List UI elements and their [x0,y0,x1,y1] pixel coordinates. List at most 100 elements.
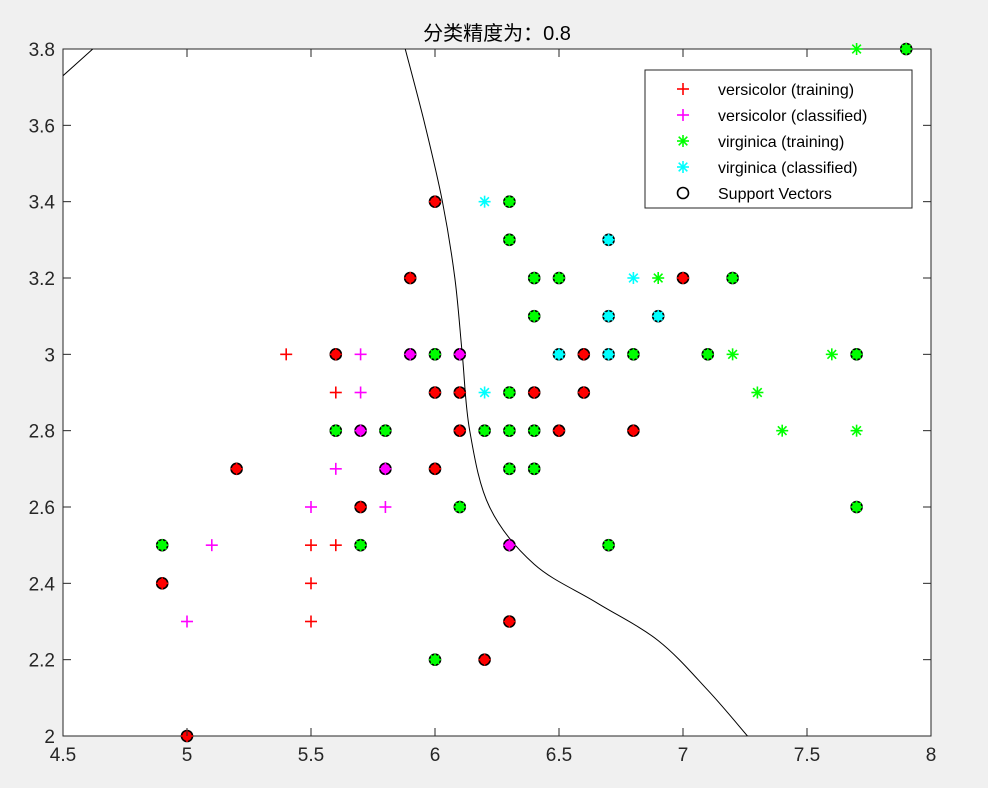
virginica-classified-point [478,195,491,208]
virginica-classified-point [602,233,615,246]
virginica-training-point [453,501,466,513]
marker-layer [155,42,913,743]
versicolor-training-point [329,348,342,361]
versicolor-training-point [503,615,516,628]
versicolor-training-point [677,272,689,284]
legend-entry: Support Vectors [676,186,832,203]
virginica-training-point [701,348,714,361]
versicolor-classified-point [354,424,367,437]
versicolor-training-point [528,386,541,399]
versicolor-training-point [305,539,317,552]
y-tick-label: 2.2 [29,651,55,672]
versicolor-classified-point [205,539,218,552]
x-tick-label: 8 [926,745,937,766]
versicolor-training-point [627,424,640,437]
versicolor-training-point [329,539,342,552]
legend-label: virginica (training) [718,134,844,151]
virginica-training-point [156,539,169,552]
versicolor-training-point [230,462,243,475]
virginica-training-point [503,386,516,399]
legend-marker [676,186,690,200]
versicolor-training-point [305,577,317,590]
virginica-classified-point [553,348,565,361]
versicolor-training-point [453,424,466,437]
virginica-training-point [429,653,441,666]
legend-label: virginica (classified) [718,160,858,177]
decision-boundary-curve [63,49,94,77]
x-tick-label: 6 [430,745,441,766]
versicolor-training-point [577,348,590,361]
legend-marker [677,83,689,95]
chart-title: 分类精度为：0.8 [423,22,571,45]
y-tick-label: 3.4 [29,193,56,214]
virginica-classified-point [602,348,615,361]
legend-box [644,69,913,209]
virginica-training-point [850,501,863,513]
versicolor-training-point [429,195,441,208]
versicolor-training-point [280,348,293,361]
virginica-training-point [825,348,838,361]
y-axis: 2 2.2 2.4 2.6 2.8 3 3.2 3.4 3.6 3.8 [29,40,931,748]
versicolor-training-point [404,272,417,284]
versicolor-classified-point [404,348,417,361]
y-tick-label: 2 [44,727,55,748]
legend-label: versicolor (training) [718,82,854,99]
virginica-training-point [503,424,516,437]
versicolor-training-point [478,653,491,666]
y-tick-label: 3 [44,345,55,366]
versicolor-classified-point [329,462,342,475]
virginica-training-point [602,539,615,552]
x-axis: 4.5 5 5.5 6 6.5 7 7.5 8 [50,49,937,766]
virginica-training-point [726,272,739,284]
virginica-training-point [850,424,863,437]
versicolor-training-point [305,615,317,628]
x-tick-label: 5 [182,745,193,766]
decision-boundary-curve [404,49,748,736]
legend-marker [677,161,689,173]
versicolor-classified-point [181,615,193,628]
virginica-training-point [528,310,541,323]
virginica-training-point [354,539,367,552]
versicolor-classified-point [354,348,367,361]
versicolor-classified-point [305,501,317,513]
versicolor-classified-point [379,462,392,475]
x-tick-label: 7.5 [794,745,820,766]
y-tick-label: 3.8 [29,40,55,61]
versicolor-training-point [553,424,565,437]
y-tick-label: 3.2 [29,269,55,290]
y-tick-label: 2.8 [29,422,55,443]
y-tick-label: 2.6 [29,498,55,519]
x-tick-label: 6.5 [546,745,572,766]
virginica-training-point [503,233,516,246]
legend-label: Support Vectors [718,186,832,203]
y-tick-label: 3.6 [29,116,55,137]
virginica-training-point [478,424,491,437]
virginica-training-point [726,348,739,361]
virginica-classified-point [602,310,615,323]
versicolor-training-point [429,462,441,475]
virginica-training-point [900,43,913,55]
decision-boundary-layer [63,49,748,736]
virginica-training-point [528,462,541,475]
legend-entry: versicolor (training) [677,82,854,99]
y-tick-label: 2.4 [29,574,56,595]
x-tick-label: 7 [678,745,689,766]
versicolor-training-point [354,501,367,513]
virginica-training-point [776,424,789,437]
legend: versicolor (training) versicolor (classif… [644,69,913,209]
virginica-classified-point [652,310,665,323]
virginica-training-point [429,348,441,361]
versicolor-classified-point [379,501,392,513]
versicolor-classified-point [354,386,367,399]
legend-marker [677,109,689,121]
virginica-training-point [553,272,565,284]
legend-entry: virginica (training) [677,134,844,151]
legend-marker [677,135,689,147]
legend-entry: virginica (classified) [677,160,858,177]
legend-entry: versicolor (classified) [677,108,867,125]
virginica-classified-point [627,272,640,284]
versicolor-training-point [429,386,441,399]
versicolor-classified-point [453,348,466,361]
versicolor-classified-point [503,539,516,552]
virginica-training-point [503,195,516,208]
